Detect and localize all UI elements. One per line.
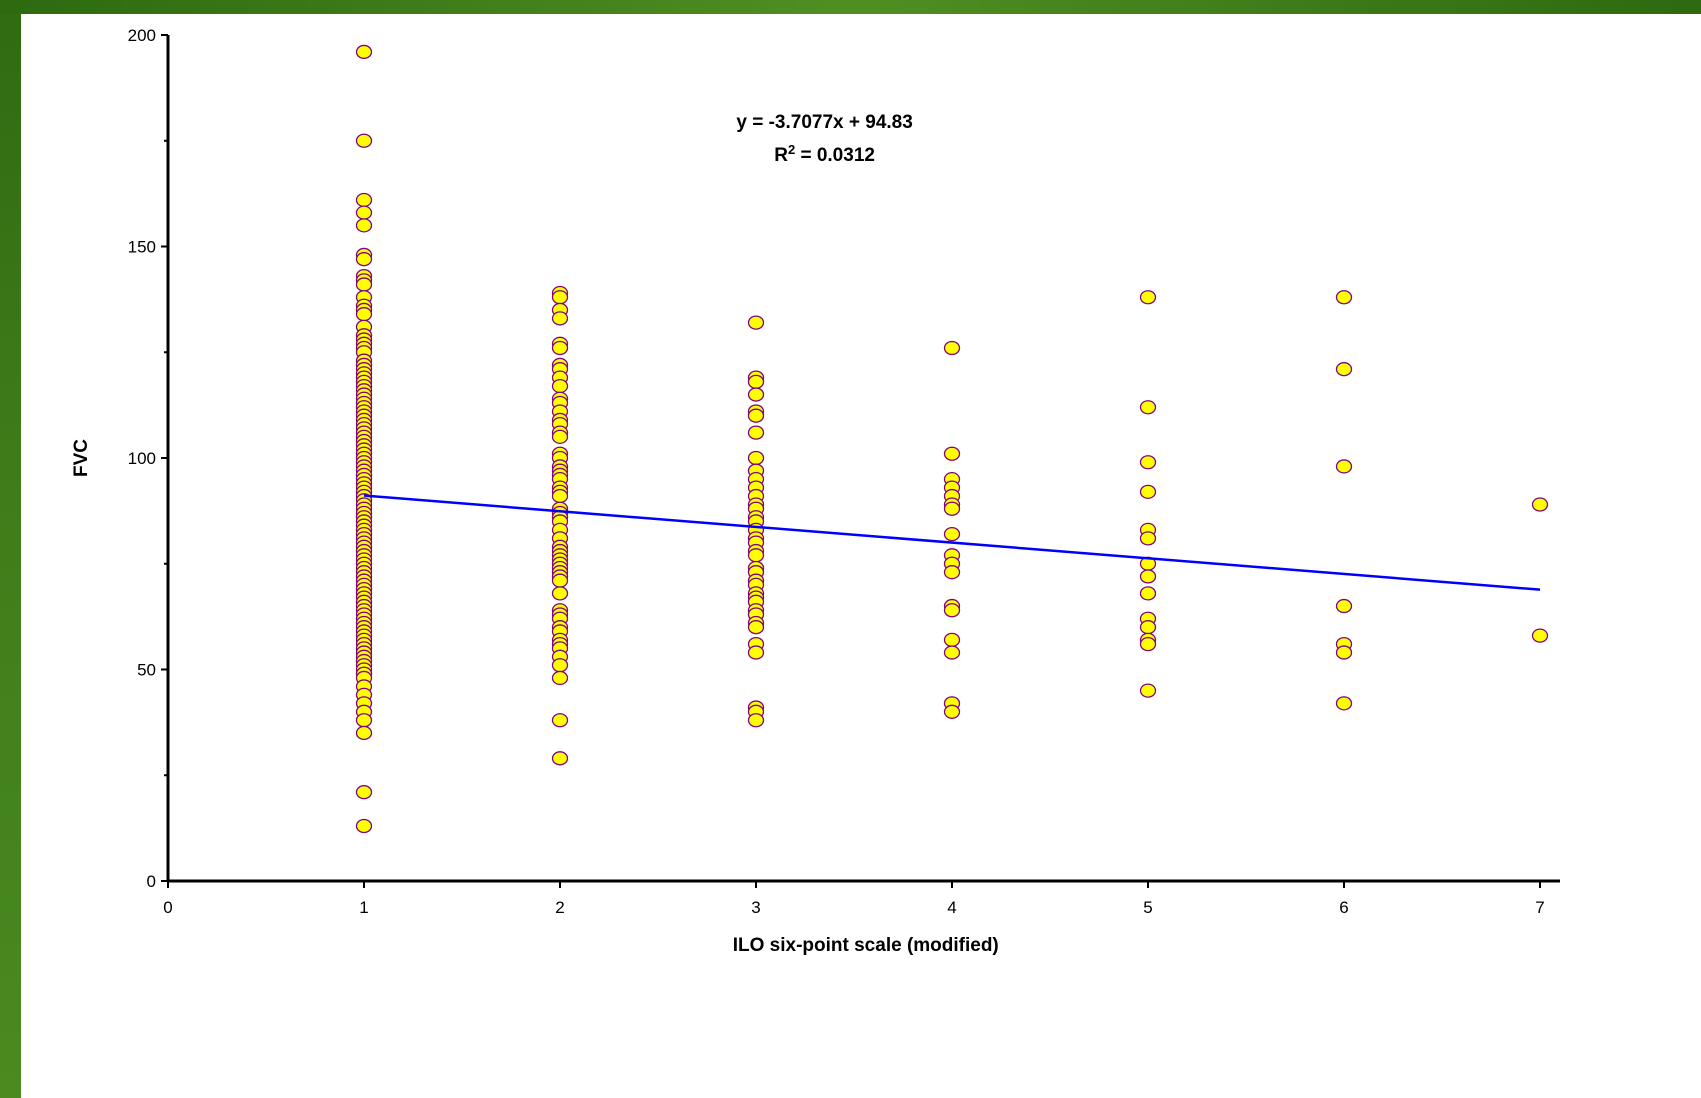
data-point [1335, 459, 1353, 474]
slide-header-strip [0, 0, 1701, 14]
data-point [1139, 290, 1157, 305]
data-point [943, 501, 961, 516]
data-point [1139, 620, 1157, 635]
x-tick-label: 3 [751, 898, 760, 917]
data-point [551, 378, 569, 394]
x-tick-label: 4 [947, 898, 956, 917]
data-point [551, 429, 569, 445]
data-point [1335, 645, 1353, 660]
data-point [355, 307, 373, 322]
points-layer [355, 44, 1549, 834]
data-point [355, 725, 373, 741]
x-tick-label: 7 [1535, 898, 1544, 917]
data-point [355, 218, 373, 233]
x-tick-label: 0 [163, 898, 172, 917]
y-tick-label: 100 [128, 449, 156, 468]
data-point [1335, 362, 1353, 377]
data-point [1139, 636, 1157, 652]
data-point [747, 713, 765, 728]
trendline-layer [363, 494, 1541, 591]
x-axis-title: ILO six-point scale (modified) [733, 935, 999, 956]
data-point [747, 620, 765, 635]
data-point [355, 192, 373, 208]
x-tick-label: 1 [359, 898, 368, 917]
data-point [551, 586, 569, 601]
r2-base: R [774, 145, 788, 166]
data-point [551, 340, 569, 356]
data-point [551, 713, 569, 728]
data-point [943, 603, 961, 618]
trendline-r-squared: R2 = 0.0312 [774, 142, 875, 167]
data-point [747, 645, 765, 660]
data-point [1139, 683, 1157, 698]
data-point [355, 252, 373, 267]
data-point [355, 713, 373, 728]
data-point [551, 311, 569, 326]
y-axis-title: FVC [71, 439, 92, 477]
r2-exponent: 2 [788, 142, 795, 157]
data-point [1139, 569, 1157, 584]
data-point [1139, 531, 1157, 546]
data-point [1139, 484, 1157, 499]
data-point [1335, 290, 1353, 305]
data-point [355, 785, 373, 800]
data-point [355, 818, 373, 834]
trendline [363, 494, 1541, 591]
data-point [747, 408, 765, 423]
data-point [1139, 455, 1157, 470]
data-point [551, 488, 569, 504]
data-point [747, 548, 765, 563]
data-point [355, 277, 373, 292]
y-tick-label: 200 [128, 26, 156, 45]
data-point [551, 751, 569, 766]
data-point [355, 44, 373, 60]
data-point [355, 133, 373, 148]
x-tick-label: 5 [1143, 898, 1152, 917]
data-point [943, 565, 961, 580]
trendline-equation: y = -3.7077x + 94.83 [736, 112, 912, 133]
data-point [1531, 628, 1549, 643]
data-point [943, 632, 961, 648]
data-point [943, 704, 961, 719]
r2-value: = 0.0312 [795, 145, 875, 166]
data-point [551, 573, 569, 588]
data-point [943, 645, 961, 660]
data-point [943, 340, 961, 356]
data-point [747, 315, 765, 330]
x-tick-label: 6 [1339, 898, 1348, 917]
data-point [943, 526, 961, 542]
y-tick-label: 150 [128, 238, 156, 257]
y-tick-label: 50 [137, 661, 156, 680]
scatter-chart: 0 50 100 150 200 0 1 2 3 4 5 6 7 FVC ILO six-point s… [71, 26, 1560, 956]
data-point [355, 205, 373, 220]
data-point [1139, 400, 1157, 415]
data-point [943, 446, 961, 461]
data-point [551, 670, 569, 686]
data-point [551, 658, 569, 673]
data-point [1139, 586, 1157, 601]
data-point [747, 374, 765, 390]
y-tick-label: 0 [147, 872, 156, 891]
data-point [1531, 497, 1549, 512]
data-point [747, 425, 765, 440]
chart-panel: 0 50 100 150 200 0 1 2 3 4 5 6 7 FVC ILO six-point s… [21, 14, 1701, 1098]
data-point [1335, 696, 1353, 711]
x-tick-label: 2 [555, 898, 564, 917]
data-point [747, 450, 765, 466]
data-point [747, 387, 765, 402]
data-point [551, 290, 569, 305]
data-point [1335, 598, 1353, 614]
ticks-layer: 0 50 100 150 200 0 1 2 3 4 5 6 7 [128, 26, 1545, 917]
